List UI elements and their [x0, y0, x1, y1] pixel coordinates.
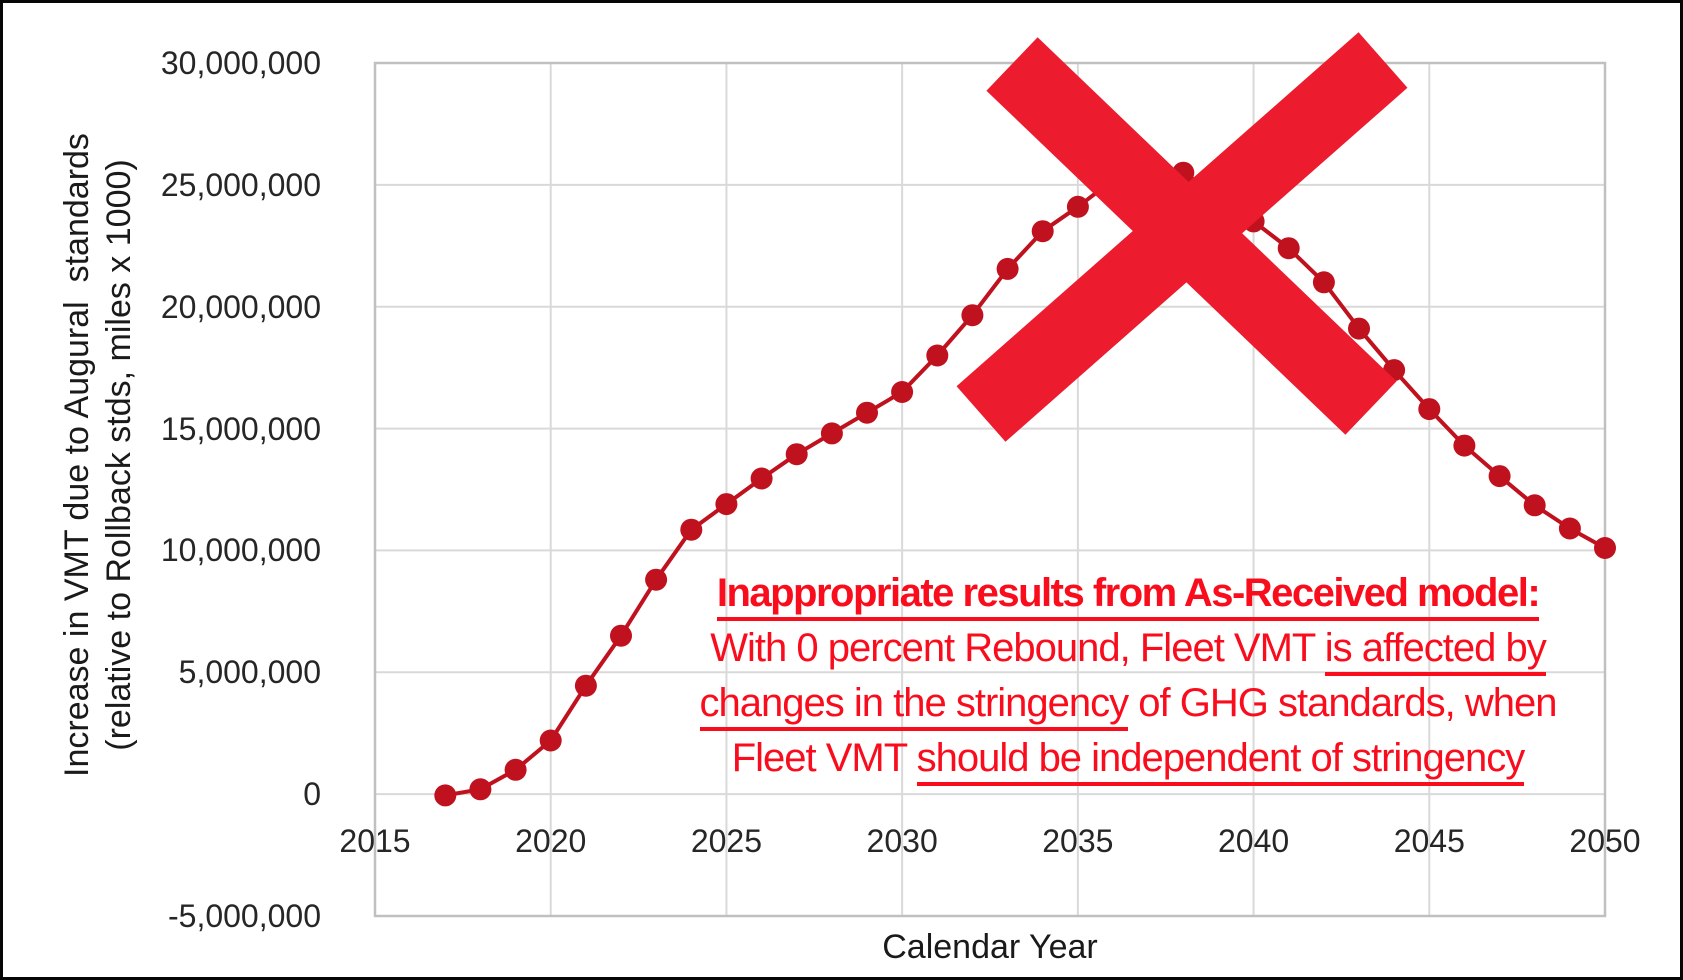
data-point: [1594, 537, 1616, 559]
red-x-overlay-arm: [956, 32, 1408, 442]
data-point: [926, 344, 949, 367]
y-tick-label: -5,000,000: [167, 898, 321, 934]
annotation-line: Inappropriate results from As-Received m…: [578, 566, 1678, 621]
annotation-underlined-text: is affected by: [1324, 626, 1547, 676]
x-tick-label: 2035: [1042, 823, 1114, 859]
data-point: [504, 758, 527, 781]
annotation-line: changes in the stringency of GHG standar…: [578, 676, 1678, 731]
x-tick-label: 2025: [690, 823, 763, 859]
y-tick-label: 30,000,000: [160, 45, 321, 81]
data-point: [610, 624, 632, 647]
y-tick-label: 10,000,000: [160, 532, 321, 569]
data-point: [645, 568, 668, 591]
annotation-text: of GHG standards, when: [1128, 681, 1557, 725]
data-point: [1066, 195, 1089, 218]
series-line: [444, 165, 1606, 798]
data-point: [820, 422, 843, 445]
data-point: [715, 493, 738, 516]
data-point: [785, 443, 808, 466]
data-point: [1453, 434, 1476, 457]
data-point: [574, 674, 597, 697]
annotation-block: Inappropriate results from As-Received m…: [578, 566, 1678, 786]
data-point: [1488, 465, 1511, 488]
data-point: [1418, 398, 1441, 421]
x-axis-title: Calendar Year: [882, 928, 1098, 966]
x-tick-label: 2015: [339, 823, 411, 859]
data-point: [1348, 317, 1370, 340]
y-tick-label: 0: [303, 776, 321, 813]
x-tick-label: 2030: [866, 823, 938, 859]
annotation-line: Fleet VMT should be independent of strin…: [578, 731, 1678, 786]
y-tick-label: 25,000,000: [160, 166, 321, 203]
data-point: [1277, 237, 1300, 260]
data-point: [1558, 517, 1581, 540]
data-point: [1031, 220, 1054, 243]
data-point: [891, 381, 914, 403]
annotation-line: With 0 percent Rebound, Fleet VMT is aff…: [578, 621, 1678, 676]
data-point: [750, 467, 773, 490]
x-tick-label: 2045: [1393, 823, 1465, 859]
data-point: [1312, 271, 1335, 294]
data-point: [469, 778, 492, 801]
data-point: [434, 784, 457, 807]
data-point: [856, 401, 878, 424]
annotation-underlined-text: Inappropriate results from As-Received m…: [716, 571, 1541, 621]
x-tick-label: 2040: [1217, 823, 1290, 859]
x-tick-label: 2050: [1569, 823, 1641, 859]
annotation-text: Fleet VMT: [731, 736, 917, 780]
data-point: [539, 729, 562, 752]
data-point: [961, 304, 984, 327]
plot-border: [373, 61, 1607, 918]
y-tick-label: 20,000,000: [160, 288, 321, 325]
x-tick-label: 2020: [515, 823, 587, 859]
data-point: [996, 257, 1019, 280]
vmt-line-chart: [373, 32, 1616, 918]
annotation-underlined-text: changes in the stringency: [699, 681, 1129, 731]
annotation-underlined-text: should be independent of stringency: [916, 736, 1525, 786]
data-point: [680, 518, 703, 541]
y-axis-title-line1: Increase in VMT due to Augural standards: [58, 133, 96, 777]
y-tick-label: 15,000,000: [160, 410, 321, 447]
y-tick-label: 5,000,000: [178, 654, 321, 691]
data-point: [1523, 494, 1546, 517]
annotation-text: With 0 percent Rebound, Fleet VMT: [710, 626, 1325, 670]
